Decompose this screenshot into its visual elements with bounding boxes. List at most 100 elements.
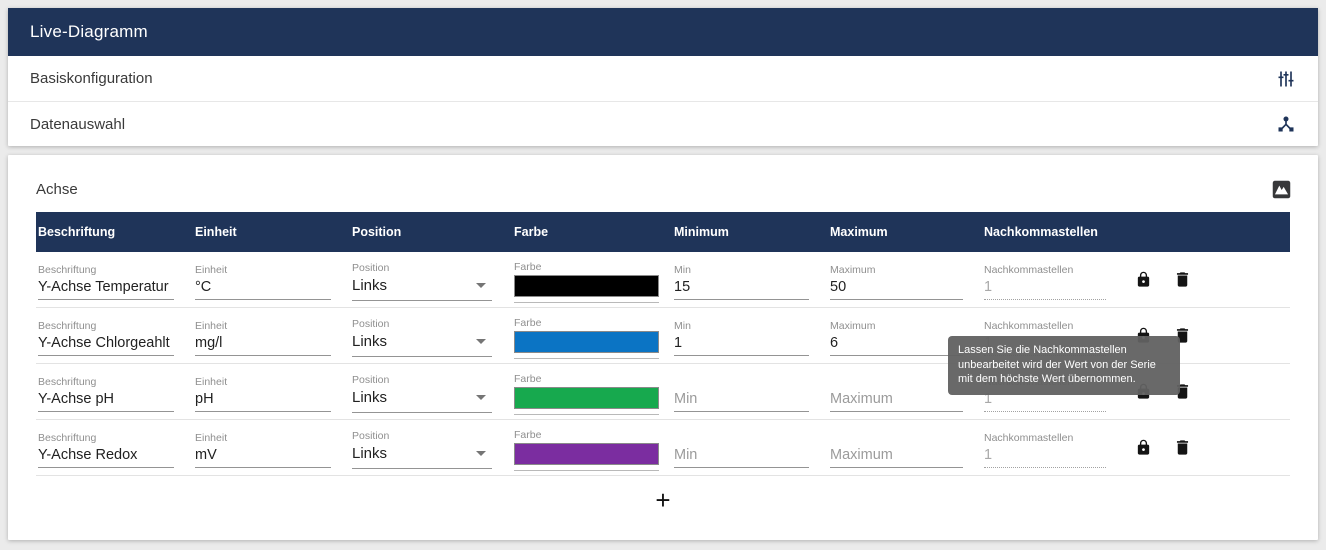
section-label: Basiskonfiguration [30,70,153,87]
maximum-field: Maximum [828,260,982,300]
field-label: Farbe [514,260,542,273]
config-card: Live-Diagramm Basiskonfiguration Datenau… [8,8,1318,146]
section-basiskonfiguration[interactable]: Basiskonfiguration [8,56,1318,101]
tune-icon [1276,69,1296,89]
hub-icon [1276,114,1296,134]
table-row: Beschriftung Einheit Position Links Farb… [36,364,1290,420]
col-header-einheit: Einheit [195,225,237,239]
min-input[interactable] [674,445,810,468]
field-label: Position [352,430,390,442]
einheit-field: Einheit [193,316,350,356]
color-swatch-wrap [514,330,659,359]
position-field: Position Links [350,370,512,413]
color-swatch-wrap [514,274,659,303]
min-field: Min [672,428,828,468]
beschriftung-input[interactable] [38,389,175,412]
section-datenauswahl[interactable]: Datenauswahl [8,101,1318,146]
col-header-beschriftung: Beschriftung [38,225,116,239]
einheit-input[interactable] [195,333,332,356]
position-select[interactable]: Links [352,332,492,357]
nachkommastellen-input [984,389,1107,412]
field-label: Nachkommastellen [984,263,1074,276]
maximum-field: Maximum [828,428,982,468]
min-input[interactable] [674,277,810,300]
min-field: Min [672,316,828,356]
position-field: Position Links [350,258,512,301]
beschriftung-input[interactable] [38,333,175,356]
field-label: Farbe [514,428,542,441]
position-select[interactable]: Links [352,276,492,301]
col-header-nachkommastellen: Nachkommastellen [984,225,1098,239]
farbe-field: Farbe [512,425,672,471]
color-swatch-wrap [514,386,659,415]
col-header-position: Position [352,225,402,239]
page-title: Live-Diagramm [30,22,148,41]
field-label: Position [352,262,390,274]
field-label: Nachkommastellen [984,431,1074,444]
field-label: Min [674,319,691,332]
achse-title: Achse [36,181,78,198]
einheit-input[interactable] [195,389,332,412]
farbe-field: Farbe [512,369,672,415]
lock-icon[interactable] [1124,439,1162,456]
col-header-farbe: Farbe [514,225,549,239]
section-label: Datenauswahl [30,115,126,133]
nachkommastellen-field: Nachkommastellen [982,428,1124,468]
field-label: Beschriftung [38,319,97,332]
maximum-input[interactable] [830,389,964,412]
maximum-field: Maximum [828,372,982,412]
position-select-value: Links [352,389,388,406]
position-select[interactable]: Links [352,388,492,413]
maximum-input[interactable] [830,333,964,356]
delete-icon[interactable] [1162,438,1203,457]
chevron-down-icon [475,339,486,344]
field-label: Maximum [830,263,876,276]
min-input[interactable] [674,389,810,412]
chevron-down-icon [475,283,486,288]
position-select-value: Links [352,333,388,350]
delete-icon[interactable] [1162,270,1203,289]
beschriftung-input[interactable] [38,277,175,300]
app-header: Live-Diagramm [8,8,1318,56]
color-swatch[interactable] [514,386,659,409]
maximum-field: Maximum [828,316,982,356]
axis-table-header: Beschriftung Einheit Position Farbe Mini… [36,212,1290,252]
field-label: Position [352,374,390,386]
color-swatch-wrap [514,442,659,471]
chevron-down-icon [475,451,486,456]
chart-image-icon[interactable] [1271,179,1292,200]
field-label: Nachkommastellen [984,319,1074,332]
position-select-value: Links [352,277,388,294]
field-label: Maximum [830,319,876,332]
color-swatch[interactable] [514,442,659,465]
col-header-maximum: Maximum [830,225,888,239]
lock-icon[interactable] [1124,271,1162,288]
field-label: Min [674,263,691,276]
position-select[interactable]: Links [352,444,492,469]
nachkommastellen-field: Nachkommastellen [982,260,1124,300]
einheit-input[interactable] [195,277,332,300]
add-axis-button[interactable]: + [641,487,684,513]
einheit-field: Einheit [193,260,350,300]
min-field: Min [672,260,828,300]
field-label: Einheit [195,263,228,276]
position-field: Position Links [350,426,512,469]
achse-card: Achse Beschriftung Einheit Position Farb… [8,155,1318,540]
farbe-field: Farbe [512,257,672,303]
field-label: Position [352,318,390,330]
position-select-value: Links [352,445,388,462]
color-swatch[interactable] [514,330,659,353]
field-label: Farbe [514,372,542,385]
maximum-input[interactable] [830,445,964,468]
beschriftung-field: Beschriftung [36,260,193,300]
color-swatch[interactable] [514,274,659,297]
min-input[interactable] [674,333,810,356]
field-label: Einheit [195,319,228,332]
maximum-input[interactable] [830,277,964,300]
einheit-input[interactable] [195,445,332,468]
field-label: Einheit [195,375,228,388]
min-field: Min [672,372,828,412]
beschriftung-input[interactable] [38,445,175,468]
col-header-minimum: Minimum [674,225,729,239]
field-label: Einheit [195,431,228,444]
